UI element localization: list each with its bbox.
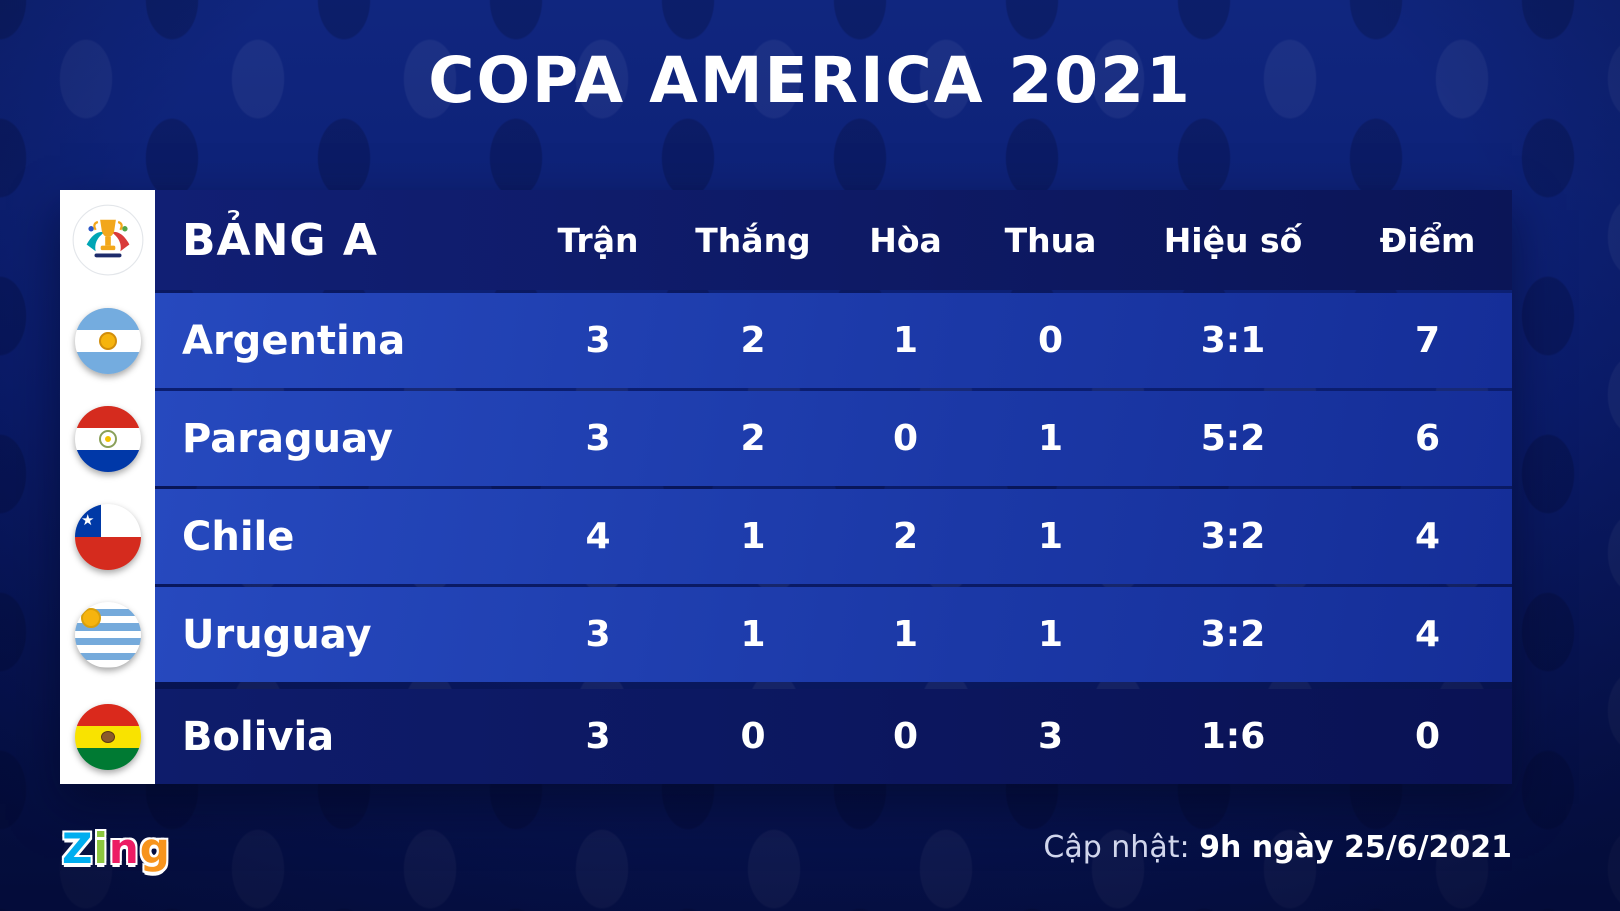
team-name: Paraguay	[182, 415, 393, 462]
bolivia-emblem	[100, 730, 115, 743]
stat-draws: 0	[892, 716, 919, 757]
stat-matches: 3	[585, 614, 611, 655]
group-label: BẢNG A	[182, 214, 378, 266]
stat-losses: 1	[1037, 516, 1064, 557]
stat-goal-difference: 1:6	[1200, 716, 1266, 757]
stat-wins: 1	[740, 516, 766, 557]
stat-wins: 0	[740, 716, 766, 757]
stat-goal-difference: 3:1	[1200, 320, 1266, 361]
sun-emblem	[98, 331, 117, 350]
zing-logo: Zing	[62, 824, 171, 873]
team-name: Argentina	[182, 317, 406, 364]
stat-points: 4	[1414, 614, 1441, 655]
stat-draws: 2	[892, 516, 919, 557]
team-name: Bolivia	[182, 713, 335, 760]
sun-emblem	[80, 607, 101, 628]
paraguay-emblem	[98, 429, 117, 448]
stat-draws: 1	[892, 614, 919, 655]
table-row-argentina: Argentina 3 2 1 0 3:1 7	[74, 293, 1512, 388]
update-timestamp: Cập nhật: 9h ngày 25/6/2021	[1043, 830, 1512, 865]
stat-draws: 0	[892, 418, 919, 459]
column-header-losses: Thua	[1004, 220, 1097, 260]
stat-points: 4	[1414, 516, 1441, 557]
update-value: 9h ngày 25/6/2021	[1199, 830, 1512, 865]
stat-matches: 4	[585, 516, 611, 557]
chile-star: ★	[74, 503, 101, 537]
logo-cell	[60, 190, 155, 290]
stat-goal-difference: 5:2	[1200, 418, 1266, 459]
copa-america-logo-icon	[72, 204, 143, 276]
chile-flag-icon: ★	[74, 503, 141, 570]
stat-points: 0	[1414, 716, 1441, 757]
uruguay-flag-icon	[74, 601, 141, 668]
column-header-draws: Hòa	[869, 220, 942, 260]
page-title: COPA AMERICA 2021	[428, 44, 1192, 117]
paraguay-flag-icon	[74, 405, 141, 472]
table-row-chile: ★ Chile 4 1 2 1 3:2 4	[74, 489, 1512, 584]
stat-points: 6	[1414, 418, 1441, 459]
bolivia-flag-icon	[74, 703, 141, 770]
standings-table: BẢNG A Trận Thắng Hòa Thua Hiệu số Điểm …	[60, 190, 1512, 784]
stat-wins: 1	[740, 614, 766, 655]
column-header-points: Điểm	[1379, 220, 1476, 260]
column-header-matches: Trận	[557, 220, 639, 260]
table-row-uruguay: Uruguay 3 1 1 1 3:2 4	[74, 587, 1512, 682]
stat-wins: 2	[740, 418, 766, 459]
table-row-paraguay: Paraguay 3 2 0 1 5:2 6	[74, 391, 1512, 486]
team-name: Chile	[182, 513, 295, 560]
stat-goal-difference: 3:2	[1200, 516, 1266, 557]
stat-losses: 0	[1037, 320, 1064, 361]
stat-losses: 1	[1037, 418, 1064, 459]
argentina-flag-icon	[74, 307, 141, 374]
stat-draws: 1	[892, 320, 919, 361]
stat-goal-difference: 3:2	[1200, 614, 1266, 655]
stat-wins: 2	[740, 320, 766, 361]
flag-column-strip	[60, 190, 155, 784]
stat-points: 7	[1414, 320, 1441, 361]
column-header-goal-difference: Hiệu số	[1163, 220, 1303, 260]
team-name: Uruguay	[182, 611, 372, 658]
update-label: Cập nhật:	[1043, 830, 1190, 865]
stat-matches: 3	[585, 716, 611, 757]
stat-losses: 3	[1037, 716, 1064, 757]
table-row-bolivia: Bolivia 3 0 0 3 1:6 0	[74, 689, 1512, 784]
stat-losses: 1	[1037, 614, 1064, 655]
table-header-row: BẢNG A Trận Thắng Hòa Thua Hiệu số Điểm	[72, 190, 1512, 290]
column-header-wins: Thắng	[695, 220, 811, 260]
stat-matches: 3	[585, 320, 611, 361]
stat-matches: 3	[585, 418, 611, 459]
